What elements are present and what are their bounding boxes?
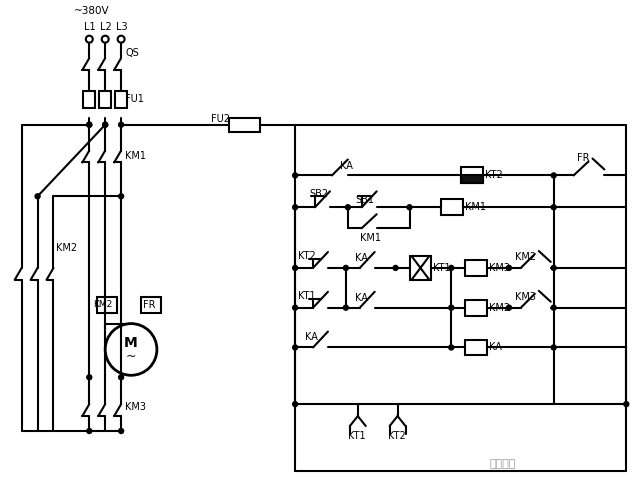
Circle shape [624, 402, 628, 406]
Circle shape [551, 266, 556, 270]
Circle shape [506, 266, 511, 270]
Circle shape [118, 194, 124, 199]
Bar [228, 118, 260, 132]
Bar [115, 91, 127, 108]
Bar [97, 296, 117, 312]
Text: KM3: KM3 [489, 263, 510, 273]
Circle shape [87, 375, 92, 380]
Circle shape [292, 205, 298, 210]
Text: 技成培训: 技成培训 [489, 459, 516, 469]
Text: FR: FR [577, 152, 589, 162]
Circle shape [551, 345, 556, 350]
Text: FR: FR [143, 300, 156, 310]
Text: L2: L2 [100, 22, 112, 32]
Circle shape [449, 345, 454, 350]
Circle shape [506, 305, 511, 310]
Bar [465, 340, 487, 355]
Circle shape [551, 305, 556, 310]
Circle shape [344, 266, 348, 270]
Circle shape [344, 305, 348, 310]
Text: KT1: KT1 [433, 263, 451, 273]
Circle shape [102, 122, 108, 127]
Circle shape [118, 375, 124, 380]
Bar [83, 91, 95, 108]
Circle shape [292, 173, 298, 178]
Text: SB2: SB2 [309, 190, 328, 200]
Text: KM2: KM2 [56, 243, 77, 253]
Bar [410, 256, 431, 280]
Text: M: M [124, 336, 138, 350]
Text: L1: L1 [84, 22, 96, 32]
Text: KM3: KM3 [125, 402, 146, 412]
Circle shape [292, 305, 298, 310]
Text: KM2: KM2 [489, 302, 510, 312]
Circle shape [292, 345, 298, 350]
Text: KM2: KM2 [515, 252, 536, 262]
Circle shape [35, 194, 40, 199]
Circle shape [449, 305, 454, 310]
Circle shape [87, 122, 92, 127]
Text: KT2: KT2 [485, 170, 503, 180]
Bar [99, 91, 111, 108]
Bar [461, 168, 483, 184]
Bar [461, 176, 483, 184]
Text: KT1: KT1 [298, 290, 316, 300]
Bar [442, 200, 463, 215]
Circle shape [551, 173, 556, 178]
Circle shape [292, 402, 298, 406]
Text: KT2: KT2 [298, 251, 316, 261]
Text: KA: KA [305, 332, 318, 342]
Bar [465, 260, 487, 276]
Text: FU2: FU2 [211, 114, 230, 124]
Text: KA: KA [355, 292, 368, 302]
Circle shape [449, 266, 454, 270]
Circle shape [292, 266, 298, 270]
Text: L3: L3 [116, 22, 128, 32]
Text: KM2: KM2 [93, 300, 113, 309]
Circle shape [118, 122, 124, 127]
Text: QS: QS [125, 48, 139, 58]
Circle shape [87, 122, 92, 127]
Text: KT2: KT2 [388, 431, 405, 441]
Text: KM1: KM1 [465, 202, 486, 212]
Circle shape [87, 428, 92, 434]
Text: ~: ~ [126, 350, 136, 363]
Text: KA: KA [340, 162, 353, 172]
Circle shape [407, 205, 412, 210]
Text: SB1: SB1 [356, 196, 375, 205]
Circle shape [393, 266, 398, 270]
Text: KA: KA [355, 253, 368, 263]
Text: KM1: KM1 [125, 150, 146, 160]
Circle shape [118, 428, 124, 434]
Circle shape [102, 122, 108, 127]
Text: KM3: KM3 [515, 292, 536, 302]
Text: FU1: FU1 [125, 94, 144, 104]
Circle shape [346, 205, 350, 210]
Bar [465, 300, 487, 316]
Circle shape [551, 205, 556, 210]
Text: KM1: KM1 [360, 233, 381, 243]
Bar [141, 296, 161, 312]
Text: KA: KA [489, 342, 502, 352]
Text: ~380V: ~380V [74, 6, 109, 16]
Text: KT1: KT1 [348, 431, 365, 441]
